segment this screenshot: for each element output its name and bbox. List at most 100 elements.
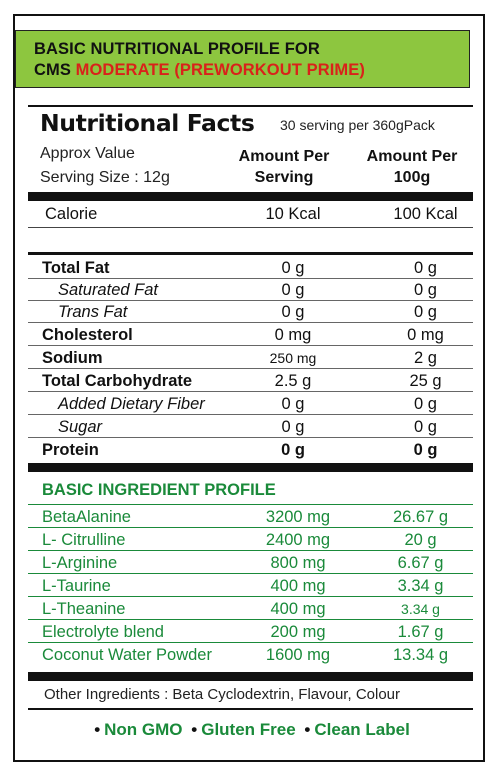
ingredient-row: L- Citrulline 2400 mg 20 g: [28, 529, 473, 551]
ingredient-per-serving: 400 mg: [270, 600, 326, 618]
ingredient-row: L-Arginine 800 mg 6.67 g: [28, 552, 473, 574]
header-product-name: MODERATE (PREWORKOUT PRIME): [75, 61, 365, 79]
nutrient-per-serving: 0 g: [281, 441, 305, 459]
nutrient-row: Sugar 0 g 0 g: [28, 416, 473, 438]
row-divider: [28, 391, 473, 392]
nutrient-per-100g: 0 g: [414, 395, 437, 413]
per-100g-header-line1: Amount Per: [366, 148, 458, 165]
nutrient-per-serving: 0 g: [281, 395, 305, 413]
ingredient-per-serving: 2400 mg: [265, 531, 331, 549]
nutrient-row: Total Carbohydrate 2.5 g 25 g: [28, 370, 473, 392]
nutrient-row: Sodium 250 mg 2 g: [28, 347, 473, 369]
facts-title: Nutritional Facts: [40, 109, 255, 137]
nutrient-row: Saturated Fat 0 g 0 g: [28, 279, 473, 301]
nutrient-per-serving: 2.5 g: [274, 372, 312, 390]
other-ingredients: Other Ingredients : Beta Cyclodextrin, F…: [44, 686, 401, 703]
ingredient-row: BetaAlanine 3200 mg 26.67 g: [28, 506, 473, 528]
row-divider: [28, 322, 473, 323]
ingredient-per-serving: 800 mg: [270, 554, 326, 572]
claim-clean-label: Clean Label: [314, 720, 410, 739]
approx-value-label: Approx Value: [40, 145, 135, 162]
ingredient-row: Coconut Water Powder 1600 mg 13.34 g: [28, 644, 473, 666]
footer-rule: [28, 708, 473, 710]
header-line-2: CMS MODERATE (PREWORKOUT PRIME): [34, 61, 365, 80]
per-serving-header: Amount Per Serving: [224, 146, 344, 188]
nutrient-per-100g: 0 g: [414, 259, 437, 277]
header-prefix: CMS: [34, 61, 76, 79]
ingredient-row: L-Theanine 400 mg 3.34 g: [28, 598, 473, 620]
row-divider: [28, 573, 473, 574]
nutrient-name: Trans Fat: [58, 303, 128, 321]
nutrient-name: Sugar: [58, 418, 103, 436]
ingredient-per-100g: 3.34 g: [397, 577, 444, 595]
per-serving-header-line2: Serving: [254, 169, 314, 186]
nutrient-per-serving: 0 mg: [274, 326, 312, 344]
ingredient-per-100g: 6.67 g: [397, 554, 444, 572]
nutrient-per-100g: 25 g: [409, 372, 442, 390]
calorie-per-100g: 100 Kcal: [393, 205, 458, 223]
thick-rule: [28, 672, 473, 681]
nutrient-row: Added Dietary Fiber 0 g 0 g: [28, 393, 473, 415]
nutrient-per-100g: 0 g: [413, 441, 438, 459]
ingredient-per-100g: 1.67 g: [397, 623, 444, 641]
nutrient-row: Total Fat 0 g 0 g: [28, 257, 473, 279]
ingredient-row: L-Taurine 400 mg 3.34 g: [28, 575, 473, 597]
ingredient-per-serving: 1600 mg: [265, 646, 331, 664]
bullet-icon: •: [304, 720, 311, 739]
nutrient-per-serving: 0 g: [281, 259, 305, 277]
top-rule: [28, 105, 473, 107]
ingredient-row: Electrolyte blend 200 mg 1.67 g: [28, 621, 473, 643]
nutrient-row: Trans Fat 0 g 0 g: [28, 301, 473, 323]
nutrient-per-serving: 0 g: [281, 281, 305, 299]
nutrient-per-serving: 0 g: [281, 418, 305, 436]
row-divider: [28, 550, 473, 551]
row-divider: [28, 414, 473, 415]
row-divider: [28, 368, 473, 369]
ingredient-per-100g: 13.34 g: [392, 646, 449, 664]
ingredient-per-100g: 20 g: [404, 531, 437, 549]
nutrient-row: Cholesterol 0 mg 0 mg: [28, 324, 473, 346]
calorie-row: Calorie 10 Kcal 100 Kcal: [28, 203, 473, 225]
ingredient-name: Coconut Water Powder: [42, 646, 212, 664]
calorie-label: Calorie: [45, 205, 98, 223]
ingredient-name: L-Arginine: [42, 554, 118, 572]
nutrient-per-100g: 0 g: [414, 303, 437, 321]
claim-gluten-free: Gluten Free: [201, 720, 296, 739]
ingredient-per-serving: 200 mg: [270, 623, 326, 641]
servings-note: 30 serving per 360gPack: [280, 117, 435, 133]
divider: [28, 227, 473, 228]
ingredient-name: L-Taurine: [42, 577, 111, 595]
nutrient-name: Sodium: [42, 349, 103, 367]
nutrient-row: Protein 0 g 0 g: [28, 439, 473, 461]
nutrient-name: Cholesterol: [42, 326, 133, 344]
thick-rule: [28, 192, 473, 201]
per-100g-header-line2: 100g: [393, 169, 431, 186]
nutrient-per-100g: 0 g: [414, 418, 437, 436]
ingredient-per-100g: 26.67 g: [392, 508, 449, 526]
row-divider: [28, 596, 473, 597]
nutrient-name: Added Dietary Fiber: [58, 395, 205, 413]
nutrient-per-100g: 2 g: [414, 349, 437, 367]
nutrient-name: Total Carbohydrate: [42, 372, 193, 390]
ingredient-name: L-Theanine: [42, 600, 126, 618]
nutrient-per-serving: 0 g: [281, 303, 305, 321]
ingredient-per-serving: 3200 mg: [265, 508, 331, 526]
row-divider: [28, 527, 473, 528]
facts-panel: Nutritional Facts 30 serving per 360gPac…: [28, 105, 473, 705]
nutrient-name: Protein: [42, 441, 99, 459]
ingredient-per-100g: 3.34 g: [401, 601, 440, 617]
bullet-icon: •: [191, 720, 198, 739]
nutrient-name: Saturated Fat: [58, 281, 158, 299]
claim-non-gmo: Non GMO: [104, 720, 183, 739]
divider: [28, 504, 473, 505]
row-divider: [28, 345, 473, 346]
ingredient-name: L- Citrulline: [42, 531, 126, 549]
serving-size-label: Serving Size : 12g: [40, 169, 170, 186]
row-divider: [28, 619, 473, 620]
thick-rule: [28, 463, 473, 472]
calorie-per-serving: 10 Kcal: [265, 205, 321, 223]
claims-footer: • Non GMO • Gluten Free • Clean Label: [0, 720, 500, 740]
per-100g-header: Amount Per 100g: [352, 146, 472, 188]
ingredient-name: Electrolyte blend: [42, 623, 164, 641]
